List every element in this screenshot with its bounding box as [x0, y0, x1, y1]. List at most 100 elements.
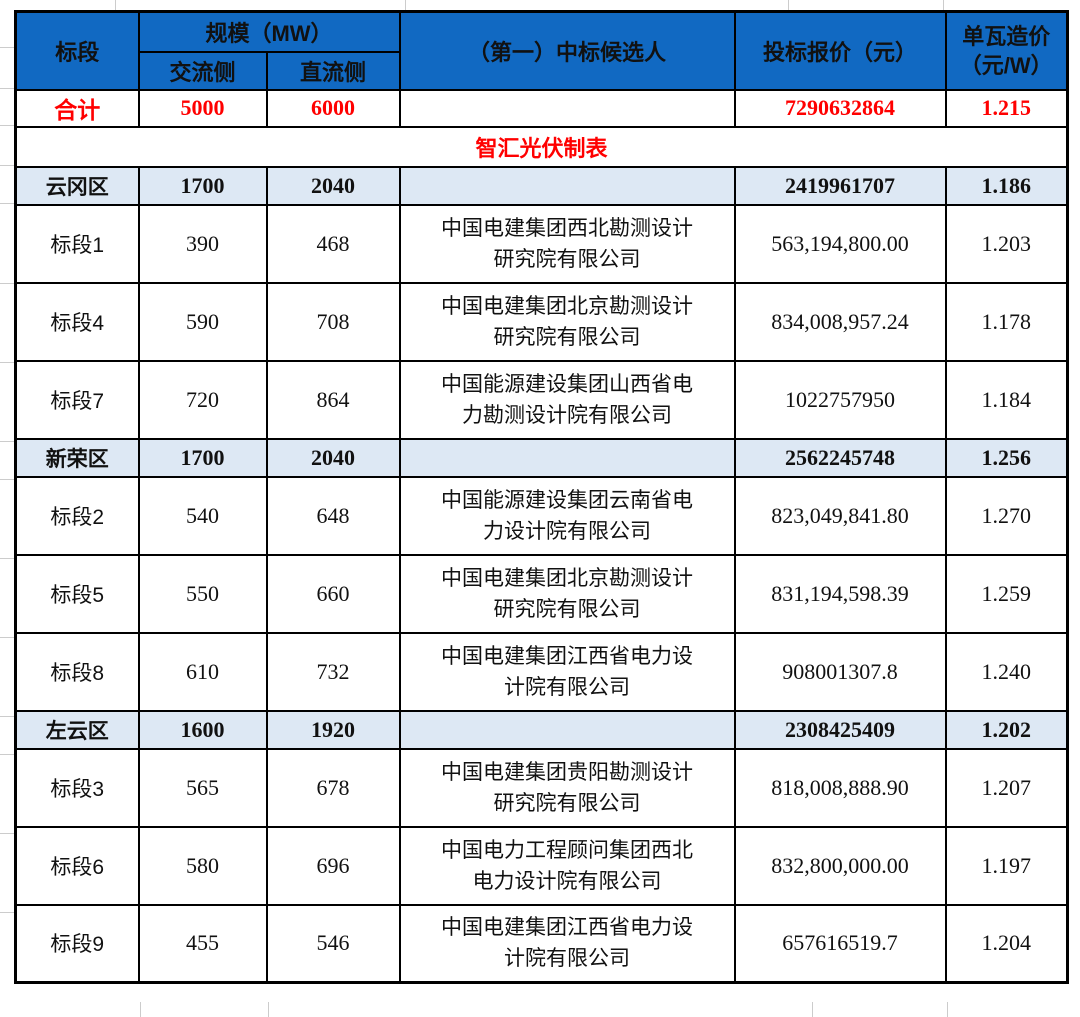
bid-price-cell: 657616519.7 — [733, 903, 947, 984]
unit-cost-cell: 1.207 — [944, 747, 1069, 828]
bid-section-row: 标段4 590 708 中国电建集团北京勘测设计研究院有限公司 834,008,957.… — [14, 281, 1069, 362]
header-section-column: 标段 — [14, 10, 140, 91]
header-price-column: 投标报价（元） — [733, 10, 947, 91]
gridline-stub — [0, 283, 14, 284]
gridline-stub — [0, 88, 14, 89]
district-dc-cell: 2040 — [265, 437, 401, 478]
district-candidate-cell — [398, 437, 736, 478]
ac-capacity-cell: 455 — [137, 903, 268, 984]
district-unit-cost-cell: 1.202 — [944, 709, 1069, 750]
gridline-stub — [268, 1002, 269, 1017]
district-name-cell: 云冈区 — [14, 165, 140, 206]
ac-capacity-cell: 610 — [137, 631, 268, 712]
gridline-stub — [0, 125, 14, 126]
section-id-cell: 标段9 — [14, 903, 140, 984]
bid-section-row: 标段9 455 546 中国电建集团江西省电力设计院有限公司 657616519.7 1.… — [14, 903, 1069, 984]
header-candidate-column: （第一）中标候选人 — [398, 10, 736, 91]
candidate-name-cell: 中国电建集团江西省电力设计院有限公司 — [398, 903, 736, 984]
dc-capacity-cell: 648 — [265, 475, 401, 556]
gridline-stub — [788, 0, 789, 10]
gridline-stub — [0, 362, 14, 363]
bid-section-row: 标段6 580 696 中国电力工程顾问集团西北电力设计院有限公司 832,800,00… — [14, 825, 1069, 906]
gridline-stub — [812, 1002, 813, 1017]
candidate-name-cell: 中国能源建设集团山西省电力勘测设计院有限公司 — [398, 359, 736, 440]
candidate-name-cell: 中国电建集团江西省电力设计院有限公司 — [398, 631, 736, 712]
gridline-stub — [405, 0, 406, 10]
candidate-name-cell: 中国电建集团西北勘测设计研究院有限公司 — [398, 203, 736, 284]
table-credit-cell: 智汇光伏制表 — [14, 125, 1069, 168]
bid-price-cell: 563,194,800.00 — [733, 203, 947, 284]
candidate-name-cell: 中国电建集团北京勘测设计研究院有限公司 — [398, 553, 736, 634]
district-unit-cost-cell: 1.256 — [944, 437, 1069, 478]
district-summary-row: 左云区 1600 1920 2308425409 1.202 — [14, 709, 1069, 750]
unit-cost-cell: 1.270 — [944, 475, 1069, 556]
ac-capacity-cell: 720 — [137, 359, 268, 440]
unit-cost-cell: 1.240 — [944, 631, 1069, 712]
section-id-cell: 标段7 — [14, 359, 140, 440]
unit-cost-cell: 1.259 — [944, 553, 1069, 634]
gridline-stub — [140, 1002, 141, 1017]
district-dc-cell: 1920 — [265, 709, 401, 750]
candidate-name-cell: 中国能源建设集团云南省电力设计院有限公司 — [398, 475, 736, 556]
district-dc-cell: 2040 — [265, 165, 401, 206]
header-unit-cost-column: 单瓦造价 （元/W） — [944, 10, 1069, 91]
district-ac-cell: 1700 — [137, 165, 268, 206]
ac-capacity-cell: 540 — [137, 475, 268, 556]
bid-results-table: 标段 规模（MW） （第一）中标候选人 投标报价（元） 单瓦造价 （元/W） 交… — [14, 10, 1069, 984]
district-candidate-cell — [398, 709, 736, 750]
unit-cost-cell: 1.178 — [944, 281, 1069, 362]
bid-section-row: 标段3 565 678 中国电建集团贵阳勘测设计研究院有限公司 818,008,888.… — [14, 747, 1069, 828]
dc-capacity-cell: 546 — [265, 903, 401, 984]
district-unit-cost-cell: 1.186 — [944, 165, 1069, 206]
gridline-stub — [0, 754, 14, 755]
district-ac-cell: 1700 — [137, 437, 268, 478]
total-ac-cell: 5000 — [137, 88, 268, 128]
table-header: 标段 规模（MW） （第一）中标候选人 投标报价（元） 单瓦造价 （元/W） 交… — [14, 10, 1069, 91]
dc-capacity-cell: 678 — [265, 747, 401, 828]
district-summary-row: 云冈区 1700 2040 2419961707 1.186 — [14, 165, 1069, 206]
dc-capacity-cell: 660 — [265, 553, 401, 634]
district-ac-cell: 1600 — [137, 709, 268, 750]
unit-cost-cell: 1.184 — [944, 359, 1069, 440]
district-price-cell: 2419961707 — [733, 165, 947, 206]
gridline-stub — [943, 0, 944, 10]
district-summary-row: 新荣区 1700 2040 2562245748 1.256 — [14, 437, 1069, 478]
gridline-stub — [947, 1002, 948, 1017]
credit-row: 智汇光伏制表 — [14, 125, 1069, 168]
total-dc-cell: 6000 — [265, 88, 401, 128]
total-label-cell: 合计 — [14, 88, 140, 128]
section-id-cell: 标段8 — [14, 631, 140, 712]
gridline-stub — [0, 558, 14, 559]
section-id-cell: 标段6 — [14, 825, 140, 906]
candidate-name-cell: 中国电力工程顾问集团西北电力设计院有限公司 — [398, 825, 736, 906]
total-price-cell: 7290632864 — [733, 88, 947, 128]
district-candidate-cell — [398, 165, 736, 206]
bid-price-cell: 834,008,957.24 — [733, 281, 947, 362]
total-candidate-cell — [398, 88, 736, 128]
bid-section-row: 标段5 550 660 中国电建集团北京勘测设计研究院有限公司 831,194,598.… — [14, 553, 1069, 634]
header-unit-cost-line1: 单瓦造价 — [962, 23, 1051, 49]
bid-price-cell: 1022757950 — [733, 359, 947, 440]
bid-section-row: 标段1 390 468 中国电建集团西北勘测设计研究院有限公司 563,194,800.… — [14, 203, 1069, 284]
bid-price-cell: 832,800,000.00 — [733, 825, 947, 906]
unit-cost-cell: 1.204 — [944, 903, 1069, 984]
bid-price-cell: 818,008,888.90 — [733, 747, 947, 828]
header-unit-cost-line2: （元/W） — [959, 52, 1053, 78]
dc-capacity-cell: 708 — [265, 281, 401, 362]
gridline-stub — [0, 479, 14, 480]
district-name-cell: 新荣区 — [14, 437, 140, 478]
gridline-stub — [0, 203, 14, 204]
dc-capacity-cell: 696 — [265, 825, 401, 906]
dc-capacity-cell: 864 — [265, 359, 401, 440]
ac-capacity-cell: 550 — [137, 553, 268, 634]
total-unit-cost-cell: 1.215 — [944, 88, 1069, 128]
bid-section-row: 标段7 720 864 中国能源建设集团山西省电力勘测设计院有限公司 102275795… — [14, 359, 1069, 440]
bid-section-row: 标段2 540 648 中国能源建设集团云南省电力设计院有限公司 823,049,841… — [14, 475, 1069, 556]
section-id-cell: 标段4 — [14, 281, 140, 362]
ac-capacity-cell: 565 — [137, 747, 268, 828]
district-price-cell: 2308425409 — [733, 709, 947, 750]
gridline-stub — [0, 833, 14, 834]
gridline-stub — [0, 441, 14, 442]
section-id-cell: 标段3 — [14, 747, 140, 828]
